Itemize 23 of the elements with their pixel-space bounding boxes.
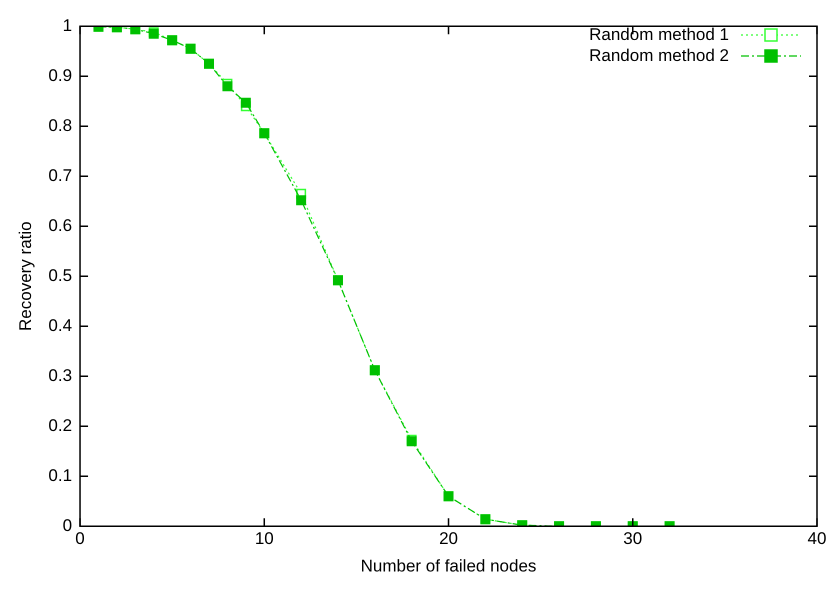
point <box>222 81 232 92</box>
y-tick-label: 0 <box>62 516 72 535</box>
y-tick-label: 0.4 <box>48 316 72 335</box>
x-tick-label: 20 <box>439 529 458 548</box>
legend-label: Random method 1 <box>589 24 729 45</box>
y-tick-label: 0.8 <box>48 116 72 135</box>
x-tick-label: 10 <box>254 529 274 548</box>
y-tick-label: 0.1 <box>48 466 72 485</box>
x-tick-label: 40 <box>808 529 826 548</box>
y-tick-label: 0.2 <box>48 416 72 435</box>
y-tick-label: 0.7 <box>48 166 72 185</box>
y-tick-label: 0.6 <box>48 216 72 235</box>
x-tick-label: 0 <box>75 529 85 548</box>
point <box>240 98 251 108</box>
y-axis-title: Recovery ratio <box>16 221 35 332</box>
y-tick-label: 0.3 <box>48 366 72 385</box>
x-axis-title: Number of failed nodes <box>360 556 536 576</box>
y-tick-label: 1 <box>62 16 72 35</box>
point <box>296 195 306 206</box>
y-tick-label: 0.5 <box>48 266 72 285</box>
x-tick-label: 30 <box>623 529 642 548</box>
y-tick-label: 0.9 <box>48 66 72 85</box>
legend-label: Random method 2 <box>589 45 729 66</box>
